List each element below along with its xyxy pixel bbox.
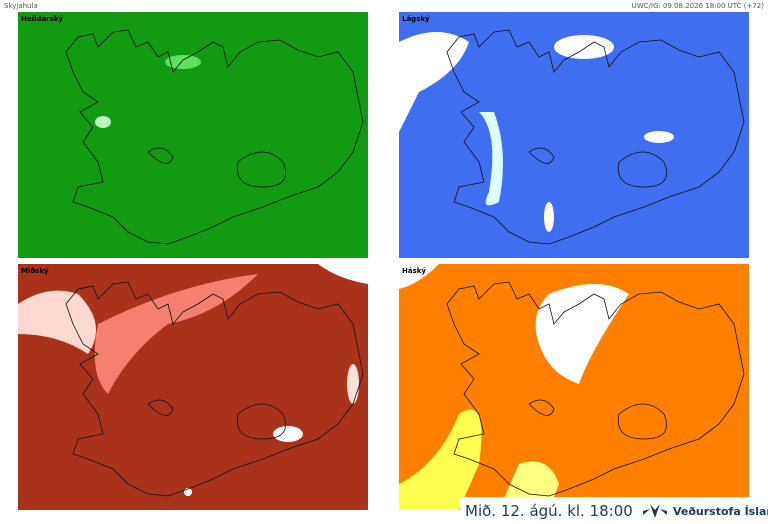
- panel-label: Lágský: [402, 14, 430, 23]
- panel: Heildarský: [18, 12, 368, 258]
- header-title: Skyjahula: [4, 2, 38, 10]
- footer: Mið. 12. ágú. kl. 18:00 Veðurstofa Íslan…: [460, 497, 768, 524]
- panel: Miðský: [18, 264, 368, 510]
- panel-label: Háský: [402, 266, 426, 275]
- footer-time: Mið. 12. ágú. kl. 18:00: [465, 502, 633, 520]
- panel: Háský: [399, 264, 749, 510]
- panel-label: Heildarský: [21, 14, 63, 23]
- logo: [643, 504, 667, 518]
- footer-brand: Veðurstofa Íslands: [673, 505, 768, 518]
- header-run: UWC/IG: 09.08.2026 18:00 UTC (+72): [632, 2, 765, 10]
- panel-label: Miðský: [21, 266, 49, 275]
- panel: Lágský: [399, 12, 749, 258]
